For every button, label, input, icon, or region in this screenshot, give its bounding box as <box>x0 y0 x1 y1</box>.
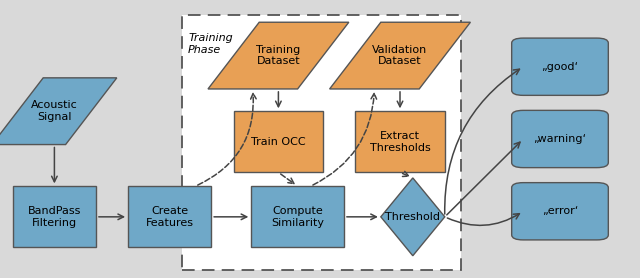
Text: Extract
Thresholds: Extract Thresholds <box>370 131 430 153</box>
FancyBboxPatch shape <box>182 15 461 270</box>
Text: Create
Features: Create Features <box>146 206 194 228</box>
Polygon shape <box>330 22 470 89</box>
Text: Acoustic
Signal: Acoustic Signal <box>31 100 78 122</box>
Text: Compute
Similarity: Compute Similarity <box>271 206 324 228</box>
Text: „warning‘: „warning‘ <box>533 134 587 144</box>
Text: Training
Phase: Training Phase <box>188 33 233 55</box>
FancyBboxPatch shape <box>512 110 609 168</box>
Text: Validation
Dataset: Validation Dataset <box>372 45 428 66</box>
Text: Train OCC: Train OCC <box>251 137 306 147</box>
FancyBboxPatch shape <box>512 38 609 95</box>
Polygon shape <box>0 78 117 145</box>
Polygon shape <box>208 22 349 89</box>
Polygon shape <box>381 178 445 256</box>
Text: „error‘: „error‘ <box>542 206 578 216</box>
FancyBboxPatch shape <box>128 186 211 247</box>
Text: Training
Dataset: Training Dataset <box>256 45 301 66</box>
FancyBboxPatch shape <box>355 111 445 172</box>
Text: BandPass
Filtering: BandPass Filtering <box>28 206 81 228</box>
Text: Threshold: Threshold <box>385 212 440 222</box>
FancyBboxPatch shape <box>13 186 96 247</box>
FancyBboxPatch shape <box>234 111 323 172</box>
FancyBboxPatch shape <box>512 183 609 240</box>
Text: „good‘: „good‘ <box>541 62 579 72</box>
FancyBboxPatch shape <box>252 186 344 247</box>
